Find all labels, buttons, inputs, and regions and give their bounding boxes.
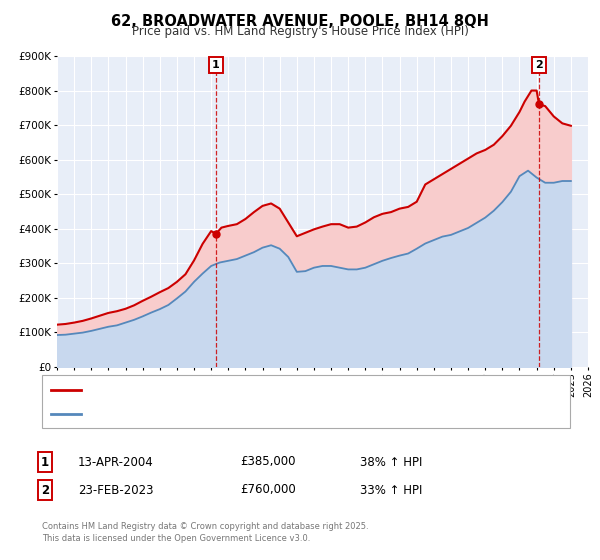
Text: 1: 1 [41, 455, 49, 469]
Text: £760,000: £760,000 [240, 483, 296, 497]
Text: HPI: Average price, detached house, Bournemouth Christchurch and Poole: HPI: Average price, detached house, Bour… [87, 409, 475, 419]
Text: 33% ↑ HPI: 33% ↑ HPI [360, 483, 422, 497]
Text: 62, BROADWATER AVENUE, POOLE, BH14 8QH (detached house): 62, BROADWATER AVENUE, POOLE, BH14 8QH (… [87, 385, 422, 395]
Text: Contains HM Land Registry data © Crown copyright and database right 2025.
This d: Contains HM Land Registry data © Crown c… [42, 522, 368, 543]
Text: 23-FEB-2023: 23-FEB-2023 [78, 483, 154, 497]
Text: 38% ↑ HPI: 38% ↑ HPI [360, 455, 422, 469]
Text: Price paid vs. HM Land Registry's House Price Index (HPI): Price paid vs. HM Land Registry's House … [131, 25, 469, 38]
Text: 2: 2 [535, 59, 543, 69]
Text: 13-APR-2004: 13-APR-2004 [78, 455, 154, 469]
Text: £385,000: £385,000 [240, 455, 296, 469]
Text: 62, BROADWATER AVENUE, POOLE, BH14 8QH: 62, BROADWATER AVENUE, POOLE, BH14 8QH [111, 14, 489, 29]
Text: 1: 1 [212, 59, 220, 69]
Text: 2: 2 [41, 483, 49, 497]
